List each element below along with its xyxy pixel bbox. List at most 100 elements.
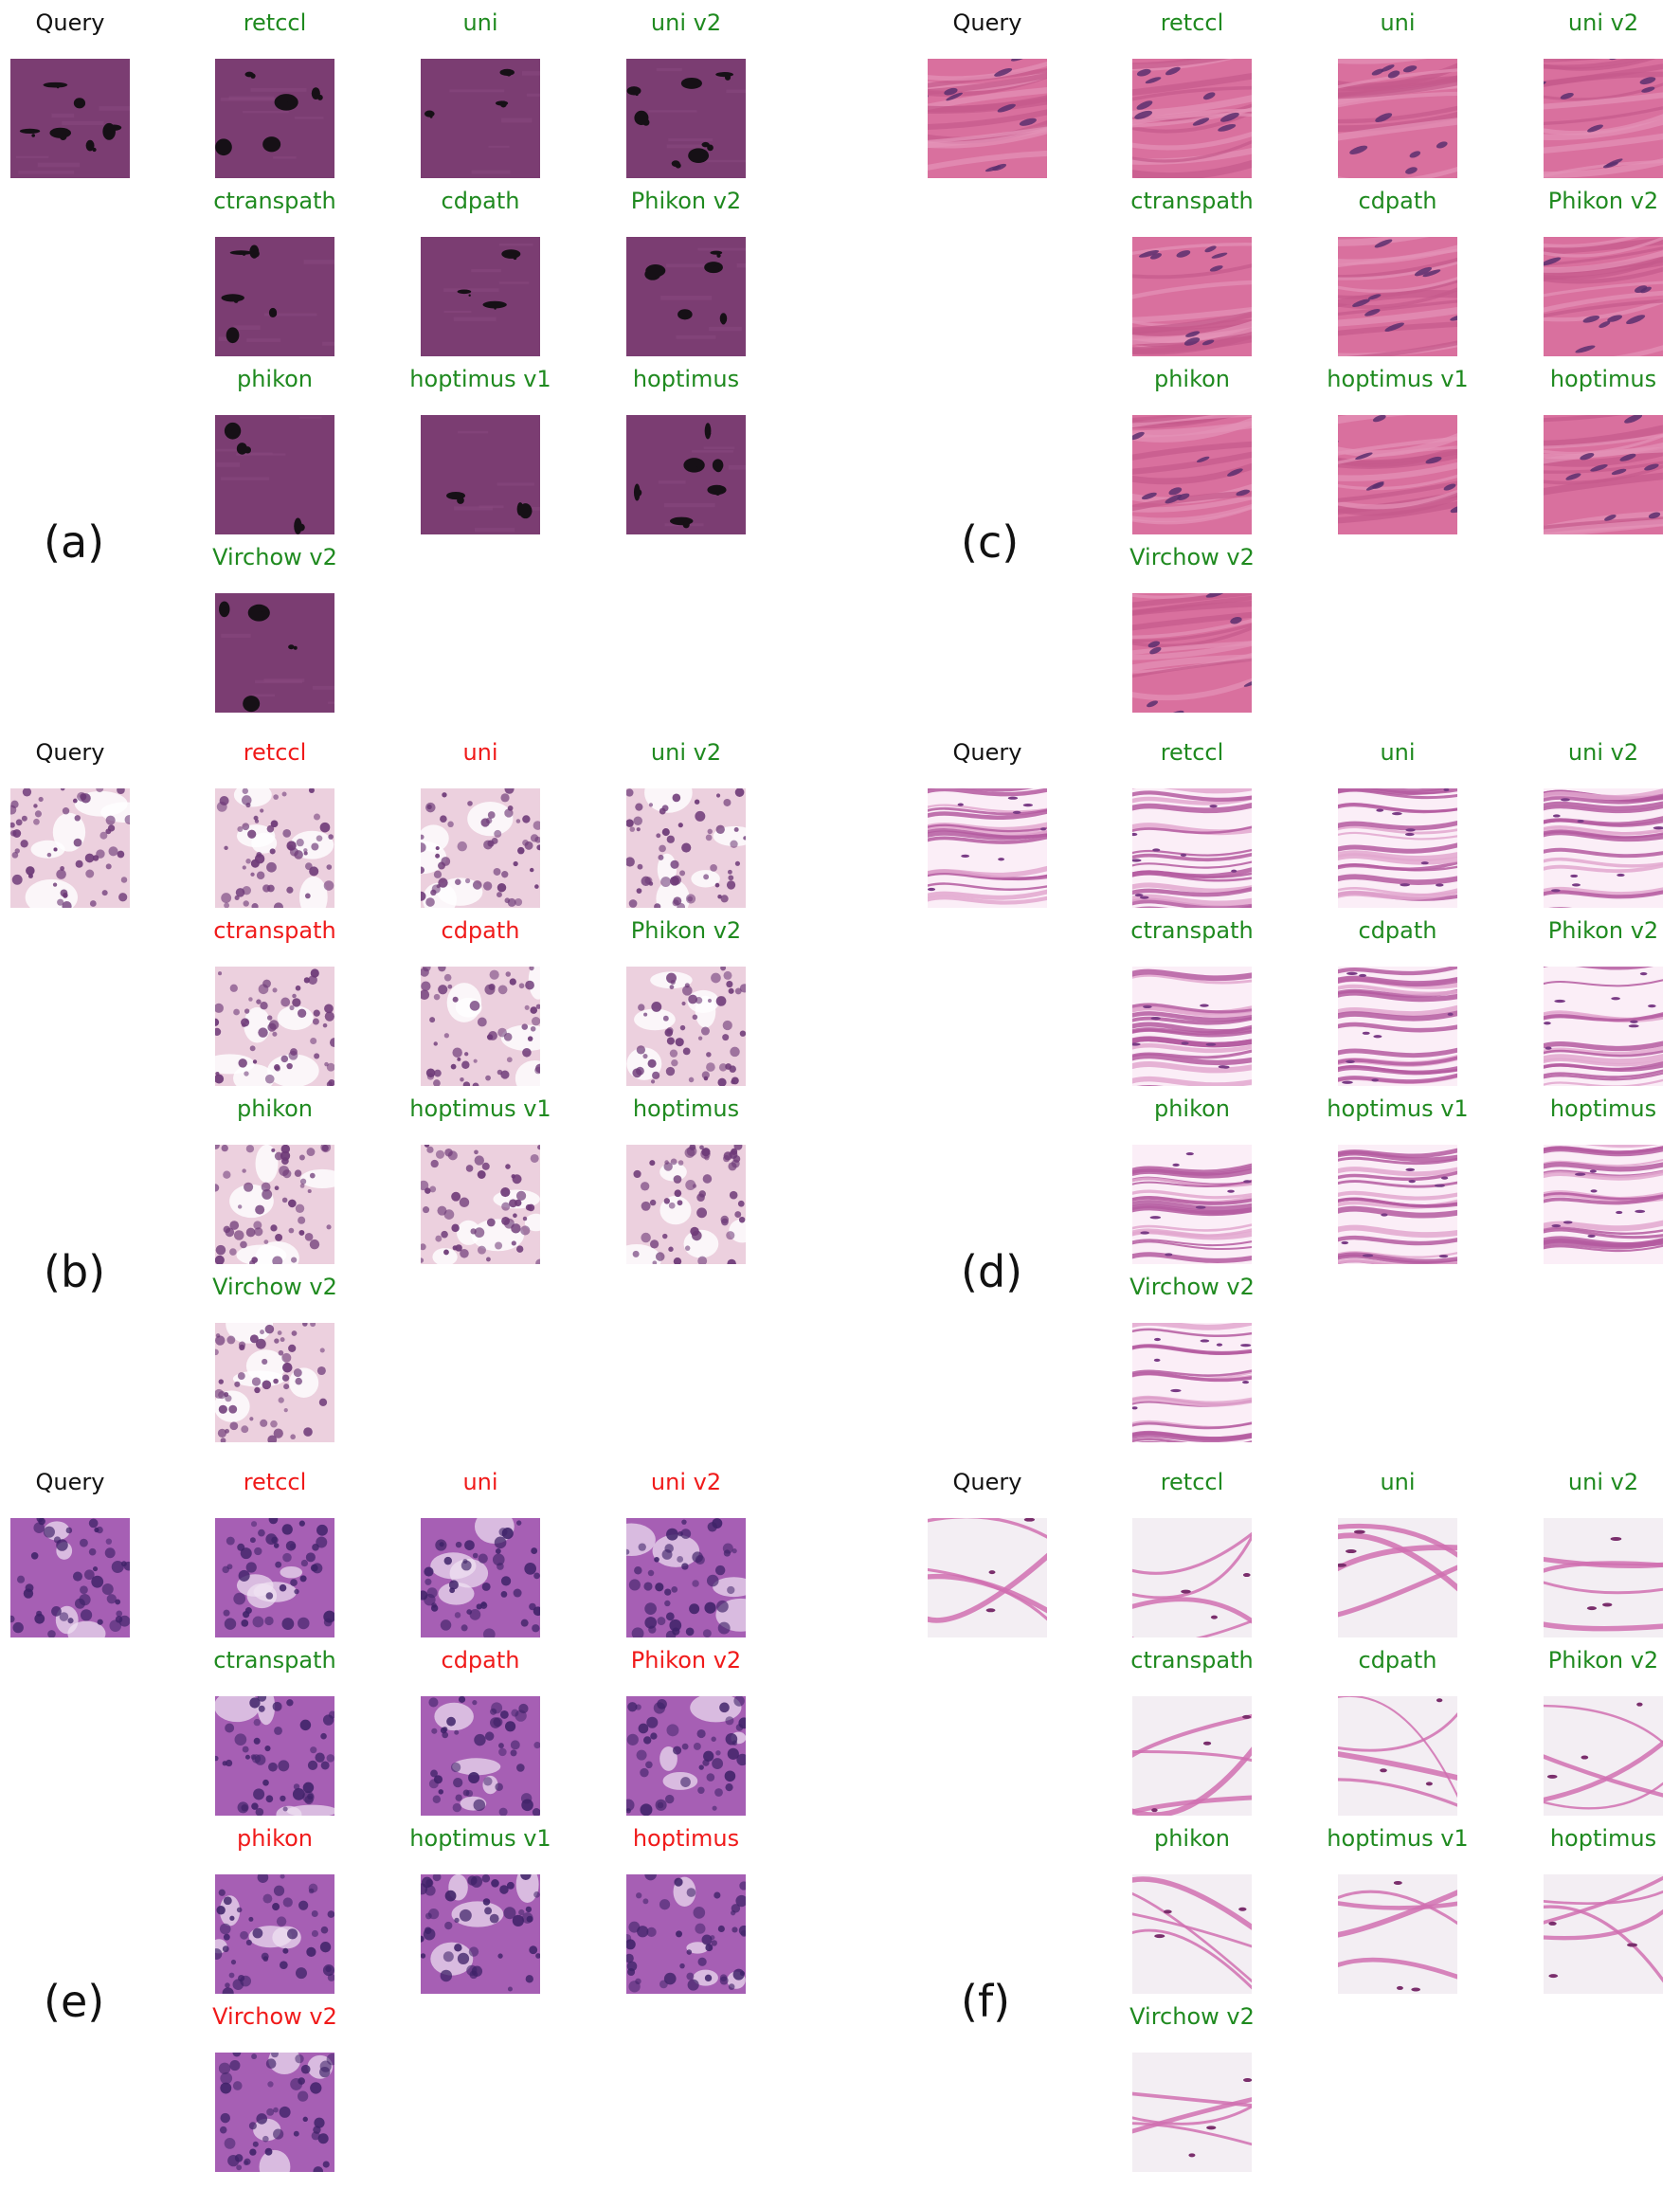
query-image	[928, 59, 1047, 178]
result-image-virchow-v2	[1132, 593, 1252, 713]
result-label-hoptimus: hoptimus	[1549, 1825, 1657, 1852]
result-image-uni	[1338, 59, 1457, 178]
result-label-phikon: phikon	[236, 366, 314, 392]
result-label-uni: uni	[1380, 739, 1416, 766]
result-image-hoptimus	[626, 1145, 746, 1264]
result-image-phikon	[1132, 1874, 1252, 1994]
result-image-phikon-v2	[626, 967, 746, 1086]
result-image-hoptimus	[1544, 1874, 1663, 1994]
result-label-virchow-v2: Virchow v2	[1129, 1274, 1255, 1300]
result-image-hoptimus-v1	[1338, 1874, 1457, 1994]
panel-f: Query (f) retccl uni uni v2 ctranspath cdpath P…	[917, 1459, 1680, 2189]
result-label-phikon-v2: Phikon v2	[1547, 188, 1659, 214]
result-image-phikon-v2	[1544, 237, 1663, 356]
result-image-virchow-v2	[215, 1323, 334, 1442]
result-image-cdpath	[1338, 967, 1457, 1086]
panel-label: (f)	[961, 1976, 1011, 2027]
result-label-hoptimus: hoptimus	[632, 1095, 740, 1122]
result-image-uni	[1338, 1518, 1457, 1637]
result-label-phikon: phikon	[1153, 366, 1231, 392]
panel-label: (d)	[961, 1246, 1023, 1297]
result-image-ctranspath	[215, 237, 334, 356]
result-image-phikon	[1132, 1145, 1252, 1264]
result-image-phikon	[1132, 415, 1252, 534]
result-label-retccl: retccl	[243, 9, 307, 36]
result-label-uni-v2: uni v2	[650, 739, 722, 766]
result-image-retccl	[1132, 59, 1252, 178]
query-image	[10, 1518, 130, 1637]
result-image-phikon-v2	[1544, 967, 1663, 1086]
query-label: Query	[952, 739, 1022, 766]
result-label-uni: uni	[462, 1469, 498, 1495]
result-label-hoptimus: hoptimus	[632, 366, 740, 392]
result-label-retccl: retccl	[243, 739, 307, 766]
result-label-uni: uni	[462, 9, 498, 36]
result-label-phikon-v2: Phikon v2	[1547, 1647, 1659, 1673]
result-label-hoptimus: hoptimus	[1549, 1095, 1657, 1122]
result-image-uni	[421, 1518, 540, 1637]
result-image-uni-v2	[626, 59, 746, 178]
result-image-uni-v2	[1544, 59, 1663, 178]
result-label-ctranspath: ctranspath	[1130, 917, 1254, 944]
result-label-uni-v2: uni v2	[1567, 9, 1639, 36]
result-image-hoptimus	[1544, 415, 1663, 534]
result-label-cdpath: cdpath	[441, 917, 520, 944]
result-image-retccl	[1132, 1518, 1252, 1637]
result-image-phikon	[215, 415, 334, 534]
result-label-hoptimus-v1: hoptimus v1	[1327, 366, 1469, 392]
result-label-uni-v2: uni v2	[1567, 739, 1639, 766]
result-image-virchow-v2	[1132, 2053, 1252, 2172]
result-label-ctranspath: ctranspath	[1130, 188, 1254, 214]
result-label-hoptimus-v1: hoptimus v1	[409, 366, 551, 392]
result-image-hoptimus	[1544, 1145, 1663, 1264]
result-image-virchow-v2	[1132, 1323, 1252, 1442]
result-image-retccl	[215, 1518, 334, 1637]
result-image-uni	[421, 788, 540, 908]
result-label-phikon-v2: Phikon v2	[630, 188, 742, 214]
result-label-virchow-v2: Virchow v2	[212, 2003, 337, 2030]
result-image-hoptimus-v1	[421, 415, 540, 534]
result-image-phikon-v2	[1544, 1696, 1663, 1816]
result-label-uni-v2: uni v2	[650, 9, 722, 36]
query-label: Query	[952, 1469, 1022, 1495]
result-image-cdpath	[421, 237, 540, 356]
result-label-uni-v2: uni v2	[650, 1469, 722, 1495]
result-image-hoptimus	[626, 415, 746, 534]
result-label-retccl: retccl	[1160, 1469, 1224, 1495]
result-label-hoptimus-v1: hoptimus v1	[409, 1825, 551, 1852]
result-image-cdpath	[421, 1696, 540, 1816]
query-label: Query	[35, 9, 105, 36]
result-image-ctranspath	[215, 1696, 334, 1816]
result-image-phikon-v2	[626, 237, 746, 356]
query-label: Query	[35, 739, 105, 766]
result-label-phikon-v2: Phikon v2	[630, 917, 742, 944]
result-label-virchow-v2: Virchow v2	[212, 1274, 337, 1300]
panel-a: Query (a) retccl uni uni v2 ctranspath cdpath P…	[0, 0, 834, 730]
result-label-retccl: retccl	[1160, 739, 1224, 766]
result-image-uni-v2	[1544, 788, 1663, 908]
result-image-uni-v2	[626, 788, 746, 908]
result-label-phikon: phikon	[1153, 1825, 1231, 1852]
result-label-cdpath: cdpath	[1358, 917, 1437, 944]
query-label: Query	[35, 1469, 105, 1495]
panel-b: Query (b) retccl uni uni v2 ctranspath cdpath P…	[0, 730, 834, 1459]
query-label: Query	[952, 9, 1022, 36]
result-image-retccl	[1132, 788, 1252, 908]
result-label-cdpath: cdpath	[441, 188, 520, 214]
result-image-virchow-v2	[215, 2053, 334, 2172]
result-label-hoptimus: hoptimus	[632, 1825, 740, 1852]
result-label-cdpath: cdpath	[1358, 188, 1437, 214]
result-image-ctranspath	[1132, 237, 1252, 356]
result-label-virchow-v2: Virchow v2	[1129, 544, 1255, 570]
result-image-hoptimus-v1	[421, 1145, 540, 1264]
result-label-virchow-v2: Virchow v2	[1129, 2003, 1255, 2030]
result-label-uni: uni	[462, 739, 498, 766]
result-label-phikon: phikon	[1153, 1095, 1231, 1122]
result-label-cdpath: cdpath	[441, 1647, 520, 1673]
result-label-ctranspath: ctranspath	[213, 1647, 336, 1673]
panel-label: (a)	[44, 516, 105, 568]
result-label-hoptimus-v1: hoptimus v1	[1327, 1825, 1469, 1852]
panel-c: Query (c) retccl uni uni v2 ctranspath cdpath P…	[917, 0, 1680, 730]
result-image-hoptimus	[626, 1874, 746, 1994]
result-image-hoptimus-v1	[1338, 415, 1457, 534]
